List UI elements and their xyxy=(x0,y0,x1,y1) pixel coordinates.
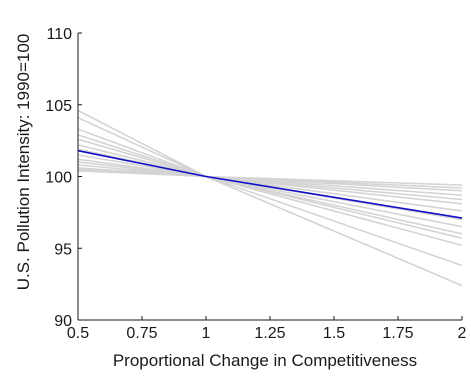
highlight-series-group xyxy=(77,149,463,219)
x-axis-title: Proportional Change in Competitiveness xyxy=(113,351,417,370)
y-tick-label: 100 xyxy=(45,170,72,187)
y-axis-ticks: 90 95 100 105 110 xyxy=(45,26,82,330)
x-tick-label: 1.5 xyxy=(323,325,345,342)
y-tick-label: 90 xyxy=(54,313,72,330)
y-axis-title: U.S. Pollution Intensity: 1990=100 xyxy=(14,34,33,291)
x-tick-label: 1.75 xyxy=(382,325,413,342)
background-series-group xyxy=(77,109,463,287)
x-tick-label: 1.25 xyxy=(254,325,285,342)
x-tick-label: 1 xyxy=(202,325,211,342)
x-axis-ticks: 0.5 0.75 1 1.25 1.5 1.75 2 xyxy=(67,316,467,342)
y-tick-label: 95 xyxy=(54,241,72,258)
x-tick-label: 2 xyxy=(458,325,467,342)
y-tick-label: 105 xyxy=(45,98,72,115)
x-tick-label: 0.75 xyxy=(126,325,157,342)
x-tick-label: 0.5 xyxy=(67,325,89,342)
y-tick-label: 110 xyxy=(46,26,72,43)
highlight-series-line xyxy=(77,149,463,219)
